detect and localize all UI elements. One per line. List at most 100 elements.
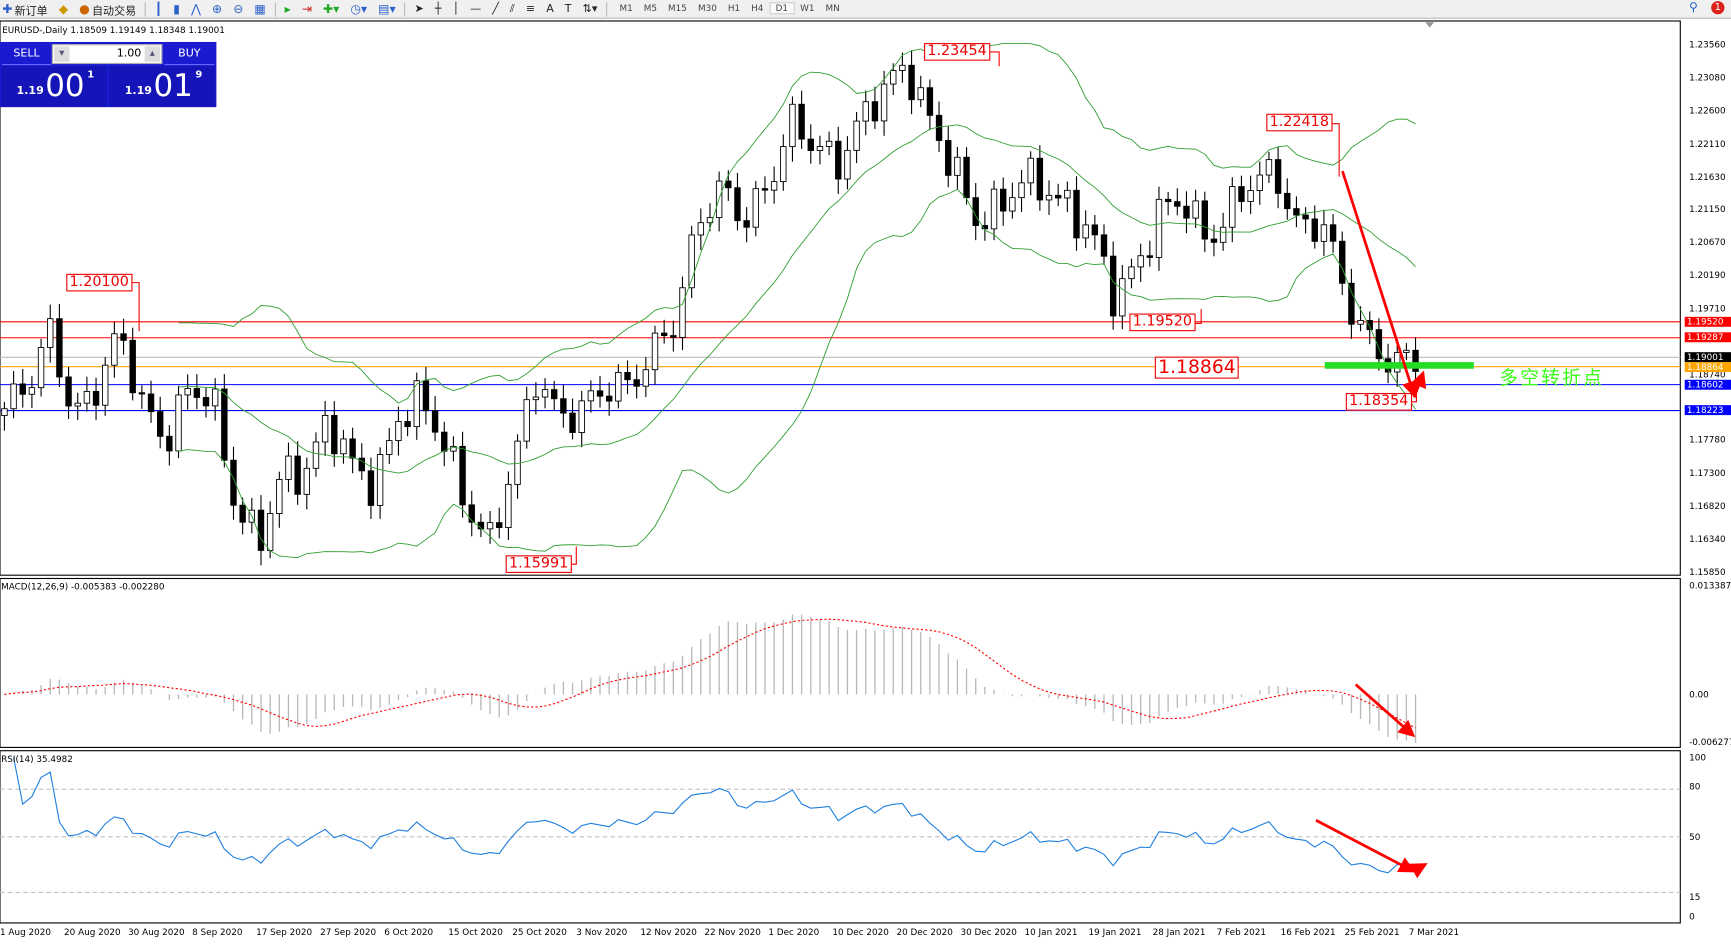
candle-body [807, 138, 814, 151]
price-label: 1.17780 [1689, 435, 1726, 446]
buy-price[interactable]: 1.19 01 9 [109, 66, 216, 108]
search-button[interactable]: ⚲ [1687, 0, 1700, 14]
timeframe-m5[interactable]: M5 [643, 3, 658, 14]
indicators-button[interactable]: ✚▾ [321, 2, 342, 16]
candle-body [74, 402, 81, 407]
candle-body [202, 397, 210, 407]
sell-price[interactable]: 1.19 00 1 [1, 66, 108, 108]
price-tag: 1.19520 [1684, 316, 1731, 327]
candle-body [1366, 320, 1373, 331]
candle-body [303, 467, 311, 495]
annotation-high[interactable]: 1.23454 [924, 43, 991, 61]
notification-badge[interactable]: 1 [1711, 0, 1725, 14]
lot-decrease-icon[interactable]: ▼ [54, 46, 70, 62]
candle-body [312, 441, 320, 469]
bar-chart-button[interactable]: ┃ [153, 2, 165, 16]
divider [404, 1, 406, 17]
candle-body [935, 114, 943, 141]
annotation-low-2[interactable]: 1.18354 [1345, 393, 1412, 411]
sell-button[interactable]: SELL [2, 44, 51, 66]
bollinger-middle [178, 124, 1416, 474]
lot-size-input[interactable] [72, 46, 144, 61]
candle-body [523, 399, 530, 442]
candle-body [1164, 198, 1172, 203]
price-label: 1.22600 [1689, 105, 1726, 116]
candle-body [624, 372, 631, 381]
rsi-line [13, 757, 1416, 874]
buy-button[interactable]: BUY [164, 44, 215, 66]
arrows-button[interactable]: ⇅▾ [580, 3, 599, 15]
price-label: 1.22110 [1689, 138, 1726, 149]
zoom-in-button[interactable]: ⊕ [210, 2, 225, 16]
cursor-icon: ➤ [414, 2, 424, 15]
annotation-low-1[interactable]: 1.19520 [1129, 313, 1196, 332]
timeframe-m15[interactable]: M15 [668, 3, 687, 14]
candle-body [266, 513, 274, 551]
annotation-low-3[interactable]: 1.15991 [505, 555, 572, 573]
zoom-out-button[interactable]: ⊖ [231, 2, 246, 16]
channel-button[interactable]: ⫽ [508, 3, 517, 15]
candle-body [825, 140, 833, 147]
bar-chart-icon: ┃ [154, 1, 163, 17]
candle-chart-button[interactable]: ▮ [171, 2, 182, 16]
candle-body [725, 180, 732, 189]
sell-price-pips: 00 [45, 67, 85, 104]
macd-title: MACD(12,26,9) -0.005383 -0.002280 [1, 581, 165, 592]
timeframe-m30[interactable]: M30 [697, 3, 717, 14]
cursor-button[interactable]: ➤ [412, 3, 426, 15]
candle-body [569, 412, 576, 433]
bollinger-upper [178, 42, 1416, 404]
candle-body [431, 410, 439, 433]
crosshair-button[interactable]: ┼ [433, 3, 444, 15]
price-label: 1.21150 [1689, 204, 1726, 215]
chart-shift-button[interactable]: ⇥ [300, 2, 315, 16]
line-chart-button[interactable]: ⋀ [189, 2, 203, 16]
text-button[interactable]: A [544, 3, 556, 15]
candle-body [1128, 266, 1135, 280]
candle-body [660, 332, 668, 337]
candle-body [349, 438, 356, 459]
metaeditor-button[interactable]: ◆ [57, 2, 71, 16]
buy-price-fraction: 9 [195, 69, 203, 81]
timeframe-h1[interactable]: H1 [727, 3, 741, 14]
candle-body [734, 187, 741, 222]
annotation-high-3[interactable]: 1.20100 [66, 273, 133, 292]
auto-trading-label: 自动交易 [91, 4, 137, 18]
vertical-line-button[interactable]: │ [450, 3, 461, 15]
annotation-turn-level[interactable]: 1.18864 [1154, 356, 1240, 379]
candle-body [1036, 157, 1044, 201]
candle-body [1201, 200, 1208, 240]
annotation-high-2[interactable]: 1.22418 [1266, 113, 1333, 132]
timeframe-m1[interactable]: M1 [619, 3, 633, 14]
price-label: 1.21630 [1689, 171, 1726, 182]
timeframe-mn[interactable]: MN [825, 3, 840, 14]
date-label: 12 Nov 2020 [640, 927, 697, 938]
date-label: 6 Oct 2020 [384, 927, 434, 938]
timeframe-w1[interactable]: W1 [800, 3, 815, 14]
arrows-icon: ⇅▾ [582, 2, 598, 15]
new-order-button[interactable]: ✚ 新订单 [0, 1, 50, 18]
autoscroll-button[interactable]: ▸ [282, 2, 293, 16]
timeframe-d1[interactable]: D1 [768, 2, 795, 15]
candle-body [1357, 320, 1364, 325]
candle-body [862, 101, 869, 122]
candle-body [230, 459, 237, 506]
periods-button[interactable]: ◷▾ [348, 2, 369, 16]
price-label: 1.18740 [1689, 369, 1726, 380]
text-label-button[interactable]: T [563, 3, 574, 15]
fibonacci-button[interactable]: ≡ [524, 3, 538, 15]
candle-body [138, 392, 146, 395]
lot-size-field[interactable]: ▼ ▲ [51, 44, 163, 65]
timeframe-h4[interactable]: H4 [751, 3, 764, 14]
horizontal-line-button[interactable]: — [468, 3, 483, 15]
price-label: 1.20190 [1689, 270, 1726, 281]
auto-trading-button[interactable]: ● 自动交易 [77, 1, 138, 18]
lot-increase-icon[interactable]: ▲ [144, 46, 161, 62]
price-label: 1.16820 [1689, 501, 1726, 512]
trendline-button[interactable]: ╱ [490, 3, 501, 15]
templates-button[interactable]: ▤▾ [376, 2, 398, 16]
tile-windows-button[interactable]: ▦ [252, 2, 268, 16]
candle-body [1027, 157, 1034, 184]
toolbar-right: ⚲ 1 [1687, 0, 1725, 14]
